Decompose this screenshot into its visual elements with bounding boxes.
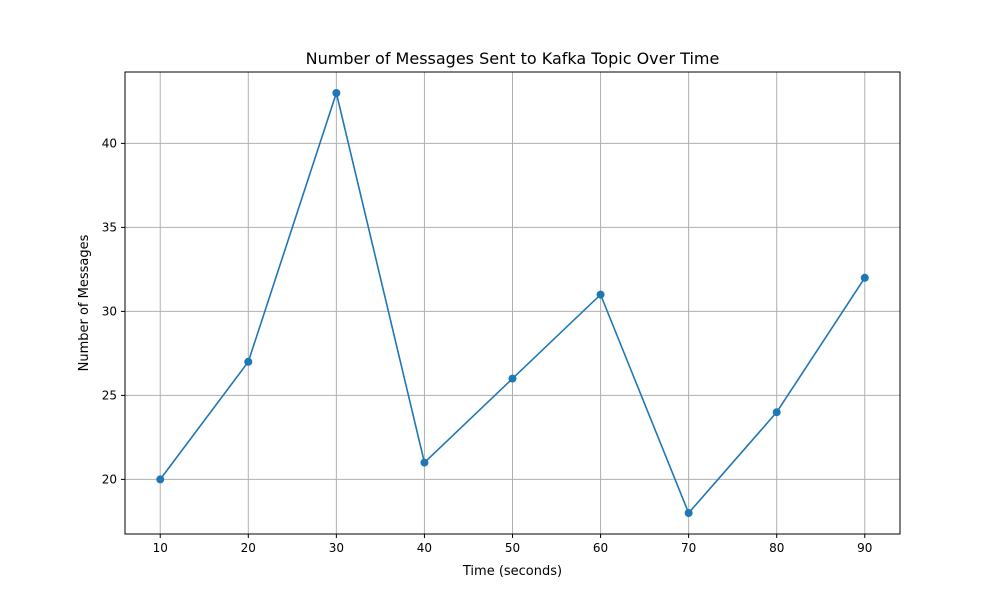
x-tick-label: 80 <box>769 541 784 555</box>
data-point <box>508 374 517 383</box>
chart-title: Number of Messages Sent to Kafka Topic O… <box>306 49 720 68</box>
data-point <box>332 89 341 97</box>
data-point <box>156 475 165 484</box>
x-tick-label: 30 <box>329 541 344 555</box>
x-tick-label: 10 <box>153 541 168 555</box>
data-point <box>684 509 693 517</box>
y-tick-label: 30 <box>102 304 117 318</box>
x-tick-label: 20 <box>241 541 256 555</box>
ticks: 10 20 30 40 50 60 70 80 90 20 25 30 35 40 <box>102 136 873 555</box>
data-point <box>420 458 429 467</box>
x-tick-label: 90 <box>857 541 872 555</box>
grid <box>125 72 900 534</box>
data-point <box>596 290 605 299</box>
data-point <box>860 273 869 282</box>
y-tick-label: 40 <box>102 136 117 150</box>
series-layer <box>156 89 869 517</box>
data-point <box>772 408 781 417</box>
x-tick-label: 40 <box>417 541 432 555</box>
x-tick-label: 50 <box>505 541 520 555</box>
x-tick-label: 60 <box>593 541 608 555</box>
y-tick-label: 35 <box>102 220 117 234</box>
y-tick-label: 25 <box>102 388 117 402</box>
x-tick-label: 70 <box>681 541 696 555</box>
y-axis-label: Number of Messages <box>77 234 92 371</box>
y-tick-label: 20 <box>102 472 117 486</box>
x-axis-label: Time (seconds) <box>462 564 562 579</box>
data-point <box>244 357 253 366</box>
